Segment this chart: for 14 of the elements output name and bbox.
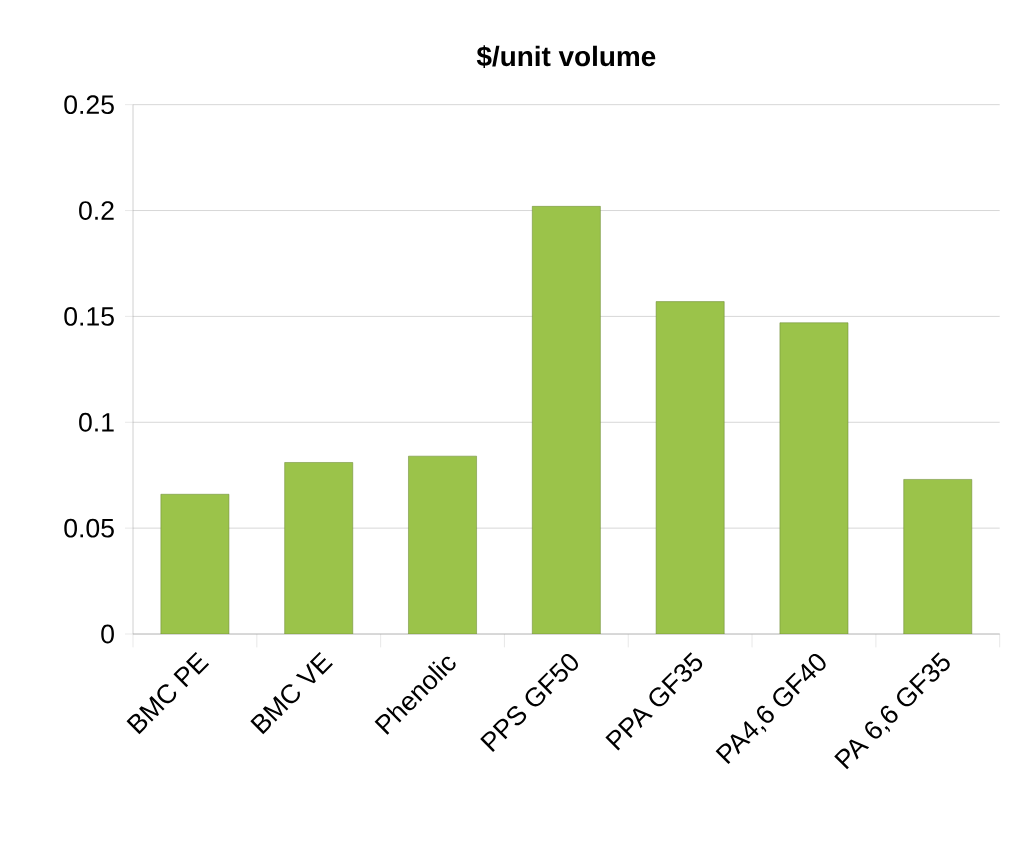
bar xyxy=(284,462,354,634)
y-tick-label: 0.05 xyxy=(64,518,114,538)
bar xyxy=(408,455,477,634)
bar xyxy=(160,493,230,634)
bar xyxy=(655,301,725,634)
y-tick-label: 0.25 xyxy=(64,95,114,115)
y-tick-label: 0.1 xyxy=(79,412,114,432)
bar xyxy=(532,206,601,634)
y-tick-label: 0.2 xyxy=(79,201,114,220)
bar xyxy=(779,322,849,634)
chart-title: $/unit volume xyxy=(476,45,656,68)
y-tick-label: 0 xyxy=(101,624,114,644)
bar xyxy=(903,479,973,634)
y-tick-label: 0.15 xyxy=(64,307,114,326)
